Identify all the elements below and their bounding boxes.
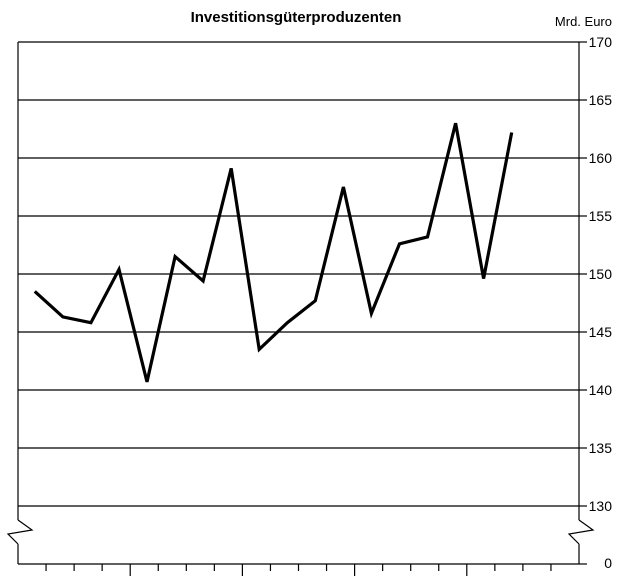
y-tick-label: 135: [589, 440, 613, 456]
y-tick-label: 150: [589, 266, 613, 282]
x-axis-ticks: [45, 564, 552, 576]
axis-break-left: [6, 519, 34, 545]
y-tick-label: 140: [589, 382, 613, 398]
y-tick-label: 170: [589, 34, 613, 50]
axis-break-marks: [6, 519, 595, 545]
chart-title: Investitionsgüterproduzenten: [191, 9, 402, 26]
series-line: [33, 122, 514, 383]
y-tick-label: 130: [589, 498, 613, 514]
y-tick-label: 155: [589, 208, 613, 224]
data-line: [33, 122, 514, 383]
grid-lines: [18, 41, 579, 507]
y-tick-label: 145: [589, 324, 613, 340]
y-tick-label: 160: [589, 150, 613, 166]
axis-break-right: [567, 519, 595, 545]
y-tick-label-zero: 0: [604, 555, 612, 571]
y-axis-tick-labels: 130 135 140 145 150 155 160 165 170 0: [579, 34, 612, 571]
y-axis-unit-label: Mrd. Euro: [555, 14, 612, 29]
y-tick-label: 165: [589, 92, 613, 108]
